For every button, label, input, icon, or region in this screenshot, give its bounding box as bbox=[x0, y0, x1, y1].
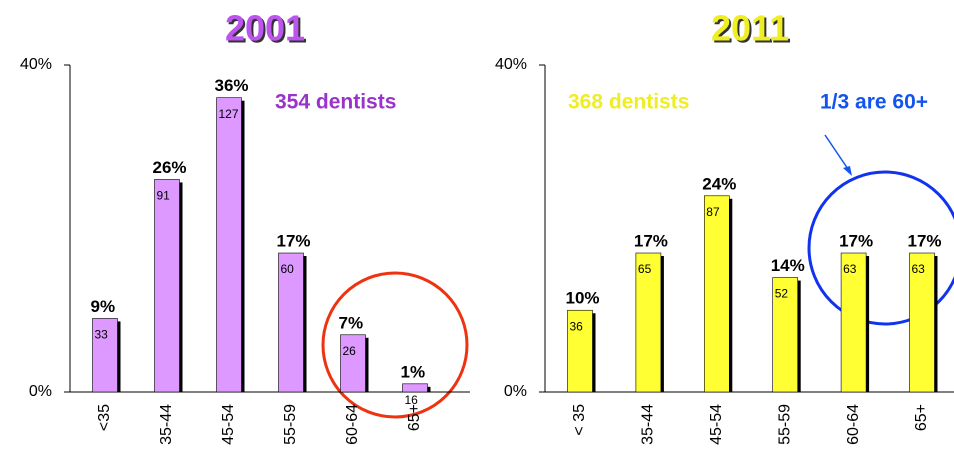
annotation: 368 dentists bbox=[568, 91, 689, 114]
x-tick-label: 60-64 bbox=[344, 404, 361, 445]
y-tick-label: 0% bbox=[504, 383, 527, 400]
count-label: 63 bbox=[843, 262, 857, 276]
value-label: 17% bbox=[839, 232, 873, 251]
highlight-circle bbox=[321, 271, 469, 419]
count-label: 91 bbox=[157, 189, 171, 203]
value-label: 17% bbox=[908, 232, 942, 251]
chart-title: 2011 bbox=[711, 8, 789, 49]
value-label: 17% bbox=[277, 232, 311, 251]
value-label: 36% bbox=[215, 76, 249, 95]
y-tick-label: 40% bbox=[20, 56, 52, 73]
count-label: 60 bbox=[281, 262, 295, 276]
callout-arrow bbox=[824, 134, 851, 173]
count-label: 127 bbox=[219, 107, 239, 121]
callout: 1/3 are 60+ bbox=[820, 91, 928, 114]
y-tick-label: 0% bbox=[29, 383, 52, 400]
value-label: 10% bbox=[566, 289, 600, 308]
x-tick-label: 65+ bbox=[913, 404, 930, 431]
x-tick-label: 45-54 bbox=[708, 404, 725, 445]
value-label: 9% bbox=[91, 297, 116, 316]
x-tick-label: 60-64 bbox=[845, 404, 862, 445]
count-label: 26 bbox=[343, 344, 357, 358]
bar bbox=[909, 252, 935, 393]
count-label: 16 bbox=[405, 393, 419, 407]
x-tick-label: 55-59 bbox=[282, 404, 299, 445]
count-label: 63 bbox=[912, 262, 926, 276]
x-tick-label: 35-44 bbox=[640, 404, 657, 445]
bar bbox=[216, 97, 242, 393]
x-tick-label: 35-44 bbox=[158, 404, 175, 445]
bar bbox=[772, 277, 799, 393]
value-label: 24% bbox=[702, 174, 736, 193]
highlight-circle bbox=[807, 170, 954, 326]
bar bbox=[635, 252, 662, 393]
y-tick-label: 40% bbox=[495, 56, 527, 73]
bar bbox=[567, 309, 593, 393]
bar bbox=[154, 179, 180, 393]
value-label: 26% bbox=[153, 158, 187, 177]
chart-title: 2001 bbox=[225, 8, 305, 49]
bar bbox=[278, 252, 304, 393]
value-label: 17% bbox=[634, 232, 668, 251]
bar bbox=[402, 383, 428, 393]
bar bbox=[840, 252, 867, 393]
value-label: 7% bbox=[339, 313, 364, 332]
count-label: 65 bbox=[638, 262, 652, 276]
bar bbox=[92, 318, 118, 393]
count-label: 52 bbox=[775, 287, 789, 301]
x-tick-label: < 35 bbox=[571, 404, 588, 436]
bar bbox=[703, 195, 730, 393]
annotation: 354 dentists bbox=[275, 91, 396, 114]
x-tick-label: <35 bbox=[96, 404, 113, 431]
value-label: 14% bbox=[771, 256, 805, 275]
arrow-head bbox=[843, 166, 852, 176]
chart-title: 2001 bbox=[227, 10, 307, 51]
count-label: 87 bbox=[706, 205, 720, 219]
chart-title: 2011 bbox=[713, 10, 791, 51]
value-label: 1% bbox=[401, 362, 426, 381]
x-tick-label: 45-54 bbox=[220, 404, 237, 445]
x-tick-label: 65+ bbox=[406, 404, 423, 431]
bar bbox=[340, 334, 366, 393]
count-label: 33 bbox=[95, 328, 109, 342]
x-tick-label: 55-59 bbox=[776, 404, 793, 445]
count-label: 36 bbox=[570, 319, 584, 333]
